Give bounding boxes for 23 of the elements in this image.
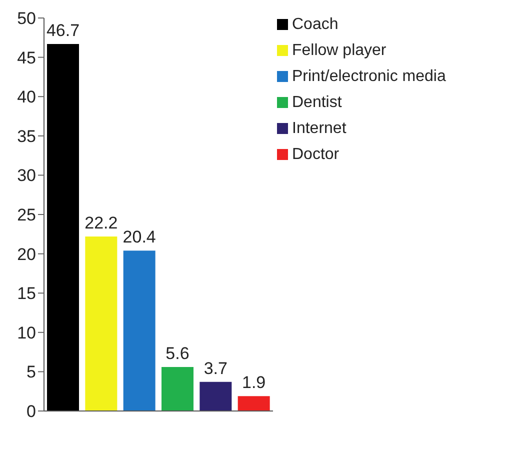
data-label: 22.2 — [84, 214, 118, 233]
y-tick-label: 35 — [17, 126, 36, 146]
y-tick-label: 10 — [17, 323, 36, 342]
y-tick-label: 20 — [17, 244, 36, 264]
legend-label: Dentist — [292, 94, 342, 111]
y-tick-label: 45 — [17, 48, 36, 68]
y-tick-label: 40 — [17, 88, 36, 107]
y-tick-label: 30 — [17, 166, 36, 186]
legend-label: Doctor — [292, 146, 340, 163]
legend-label: Print/electronic media — [292, 68, 446, 85]
data-label: 1.9 — [242, 373, 266, 392]
data-label: 3.7 — [204, 358, 228, 378]
legend-label: Internet — [292, 120, 346, 137]
y-tick-label: 25 — [17, 206, 36, 225]
y-tick-label: 15 — [17, 284, 36, 304]
data-label: 5.6 — [166, 344, 190, 363]
y-tick-label: 0 — [26, 402, 36, 422]
data-label: 20.4 — [122, 228, 156, 247]
y-tick-label: 5 — [26, 362, 36, 382]
legend-label: Fellow player — [292, 42, 386, 59]
data-label: 46.7 — [46, 20, 80, 40]
legend-label: Coach — [292, 16, 338, 33]
y-tick-label: 50 — [17, 9, 36, 28]
